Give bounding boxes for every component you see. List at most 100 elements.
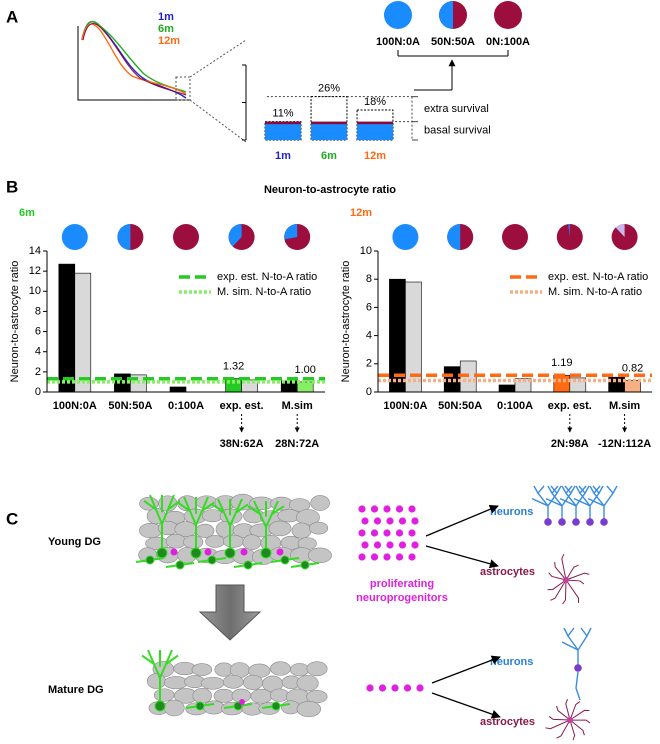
pie-label: 100N:0A <box>376 36 420 48</box>
x-tick-label: 100N:0A <box>383 400 427 412</box>
ratio-label: 38N:62A <box>220 438 264 450</box>
cell <box>205 535 225 548</box>
progenitor-dot <box>391 684 399 692</box>
bar <box>265 121 301 140</box>
ratio-chart-12m: 12m Neuron-to-astrocyte ratio 0 2 4 6 8 10 100N:… <box>340 207 652 450</box>
x-tick-label: exp. est. <box>220 400 264 412</box>
cell <box>146 673 166 689</box>
progenitor <box>300 560 310 570</box>
soma <box>574 664 582 672</box>
progenitor-dot <box>383 505 391 513</box>
legend-label: exp. est. N-to-A ratio <box>217 271 317 283</box>
progenitor <box>243 560 253 570</box>
dendrite <box>573 485 604 522</box>
panel-title: Neuron-to-astrocyte ratio <box>264 184 396 196</box>
value-label: 1.32 <box>223 361 244 373</box>
progenitor-dot <box>395 529 404 537</box>
astrocytes-label: astrocytes <box>480 566 535 578</box>
pie <box>494 1 522 29</box>
arrow <box>425 545 499 569</box>
dendrite <box>177 496 215 553</box>
curve <box>82 23 187 96</box>
arrow <box>431 655 501 684</box>
zoom-line <box>189 39 247 78</box>
pie <box>61 224 88 250</box>
progenitor-dot <box>383 529 391 537</box>
pie-slice <box>117 224 131 250</box>
bar-stripe <box>357 121 393 125</box>
progenitor-dot <box>358 553 366 561</box>
cell <box>200 676 225 690</box>
pie-slice <box>284 224 298 240</box>
progenitor <box>145 555 155 565</box>
bar-stripe <box>311 121 347 125</box>
pie-slice <box>447 224 461 250</box>
mature-label: Mature DG <box>48 684 104 696</box>
cell <box>165 533 187 549</box>
bar <box>311 121 347 140</box>
astrocyte-soma <box>567 717 573 723</box>
progenitor <box>175 560 185 570</box>
cell <box>192 688 212 704</box>
cell <box>310 495 330 511</box>
arrow <box>425 504 499 537</box>
cell <box>291 522 312 539</box>
y-axis-label: Neuron-to-astrocyte ratio <box>340 261 352 383</box>
y-tick-label: 0 <box>35 386 41 398</box>
soma <box>572 518 580 526</box>
dendrite <box>247 500 285 553</box>
young-label: Young DG <box>48 536 101 548</box>
cell <box>296 674 319 692</box>
y-tick-label: 2 <box>35 366 41 378</box>
pie-label: 50N:50A <box>431 36 475 48</box>
progenitor-dot <box>378 684 387 692</box>
progenitor-dot <box>408 553 416 561</box>
curve-plot <box>77 20 247 143</box>
soma <box>156 547 168 559</box>
neurons-label: neurons <box>490 656 533 668</box>
legend-label: extra survival <box>424 103 489 115</box>
astrocyte-process <box>545 699 591 741</box>
panel-label: B <box>6 177 18 196</box>
y-tick-label: 8 <box>35 305 41 317</box>
progenitor-dot <box>408 529 416 537</box>
progenitor-label: proliferating <box>370 578 434 590</box>
bar <box>357 121 393 140</box>
progenitor <box>280 555 290 565</box>
value-label: 0.82 <box>622 362 643 374</box>
y-tick-label: 4 <box>35 346 41 358</box>
bar <box>553 374 571 393</box>
soma <box>586 518 594 526</box>
pie <box>392 224 419 250</box>
progenitor-dot <box>358 505 366 513</box>
progenitor <box>207 555 217 565</box>
progenitor-dot <box>276 548 284 556</box>
survival-chart: 11% 1m 26% 6m 18% 12m extra survival basal surv… <box>242 64 491 162</box>
cell <box>222 675 244 689</box>
cell <box>307 547 332 564</box>
panel-label: C <box>6 509 18 528</box>
dendrite <box>559 485 590 522</box>
x-tick-label: 50N:50A <box>108 400 152 412</box>
x-tick-label: M.sim <box>282 400 313 412</box>
pie-slice <box>568 224 570 237</box>
x-tick-label: 12m <box>364 150 386 162</box>
y-axis-label: Neuron-to-astrocyte ratio <box>9 261 21 383</box>
curve-label: 6m <box>158 23 174 35</box>
pie <box>173 224 199 250</box>
progenitor-dot <box>373 541 382 549</box>
cell <box>306 690 328 704</box>
progenitor-dot <box>361 517 369 525</box>
bar <box>58 263 76 393</box>
dendrite <box>531 485 562 522</box>
y-tick-label: 10 <box>29 285 41 297</box>
progenitor-dot <box>403 684 412 692</box>
progenitor-dot <box>398 517 407 525</box>
bar <box>169 386 187 393</box>
progenitor-dot <box>204 548 212 556</box>
cell <box>249 496 274 511</box>
dendrite <box>545 485 576 522</box>
value-label: 11% <box>272 108 293 120</box>
progenitor-dot <box>386 541 394 549</box>
